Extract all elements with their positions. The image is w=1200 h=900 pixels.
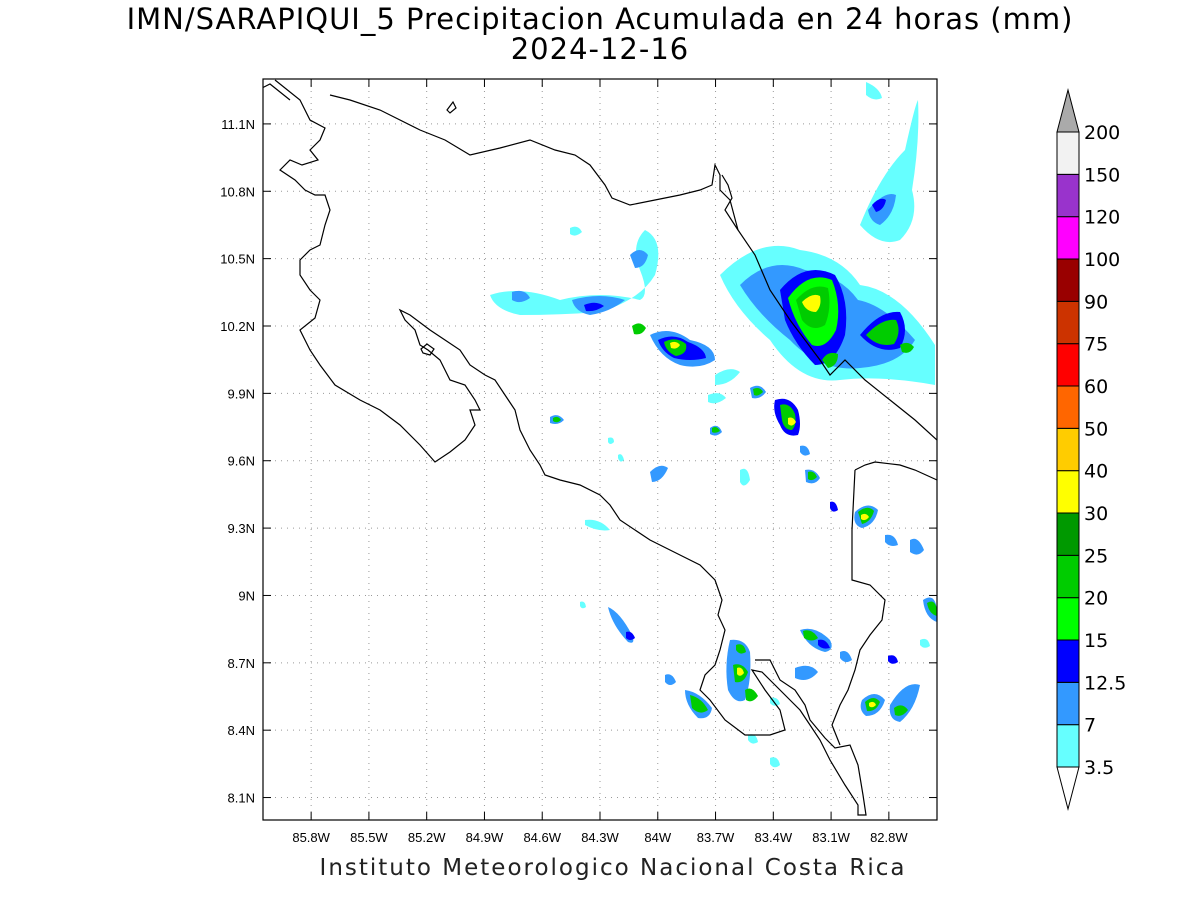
colorbar-swatch: [1056, 470, 1080, 514]
footer-credit: Instituto Meteorologico Nacional Costa R…: [319, 855, 907, 881]
lat-tick-label: 9.3N: [228, 521, 255, 536]
colorbar-label: 120: [1084, 207, 1120, 229]
panama-border: [831, 461, 937, 746]
lat-tick-label: 8.4N: [228, 723, 255, 738]
small-island: [446, 100, 457, 114]
coastlines: [263, 79, 937, 816]
colorbar: 3.5 7 12.5 15 20 25 30 40 50 60 75 90 100 120 150 200: [1056, 88, 1126, 811]
colorbar-label: 15: [1084, 630, 1108, 652]
colorbar-swatch: [1056, 427, 1080, 472]
colorbar-swatch: [1056, 173, 1080, 218]
colorbar-label: 60: [1084, 376, 1108, 398]
lat-tick-label: 8.1N: [228, 791, 255, 806]
pacific-coast: [274, 79, 867, 816]
lake-nicaragua: [263, 83, 291, 101]
colorbar-label: 12.5: [1084, 672, 1126, 694]
colorbar-upper-arrow: [1056, 88, 1080, 133]
rain-cells-middle: [550, 369, 838, 531]
lon-tick-label: 84W: [644, 830, 671, 845]
lat-tick-label: 10.2N: [220, 319, 255, 334]
lon-tick-label: 83.7W: [697, 830, 735, 845]
lon-tick-label: 82.8W: [870, 830, 908, 845]
colorbar-label: 20: [1084, 588, 1108, 610]
colorbar-lower-arrow: [1056, 766, 1080, 811]
colorbar-swatch: [1056, 300, 1080, 345]
map-gridlines: [263, 79, 937, 820]
colorbar-label: 200: [1084, 122, 1120, 144]
nicaragua-border: [721, 174, 739, 231]
colorbar-label: 3.5: [1084, 757, 1114, 779]
lon-tick-label: 85.8W: [292, 830, 330, 845]
longitude-ticks: 85.8W 85.5W 85.2W 84.9W 84.6W 84.3W 84W 83.7W 83…: [292, 79, 908, 845]
rain-cells-south: [580, 505, 937, 768]
colorbar-label: 25: [1084, 545, 1108, 567]
colorbar-swatch: [1056, 597, 1080, 641]
colorbar-label: 7: [1084, 715, 1096, 737]
colorbar-label: 150: [1084, 164, 1120, 186]
lat-tick-label: 9N: [238, 588, 255, 603]
rain-band-north: [860, 82, 919, 243]
colorbar-swatch: [1056, 724, 1080, 768]
colorbar-swatch: [1056, 343, 1080, 387]
lon-tick-label: 84.6W: [523, 830, 561, 845]
lat-tick-label: 11.1N: [221, 117, 255, 132]
lat-tick-label: 9.9N: [228, 386, 255, 401]
colorbar-label: 100: [1084, 249, 1120, 271]
gulf-island: [420, 343, 435, 356]
colorbar-swatch: [1056, 681, 1080, 726]
rain-band-central: [490, 226, 715, 367]
map-date: 2024-12-16: [510, 32, 690, 66]
colorbar-label: 50: [1084, 418, 1108, 440]
lat-tick-label: 9.6N: [228, 454, 255, 469]
lon-tick-label: 85.5W: [350, 830, 388, 845]
colorbar-swatch: [1056, 131, 1080, 175]
lon-tick-label: 84.9W: [466, 830, 504, 845]
lat-tick-label: 10.8N: [220, 184, 255, 199]
latitude-ticks: 11.1N 10.8N 10.5N 10.2N 9.9N 9.6N 9.3N 9N 8.7N 8.…: [220, 117, 937, 806]
colorbar-swatch: [1056, 512, 1080, 556]
map-title: IMN/SARAPIQUI_5 Precipitacion Acumulada …: [126, 2, 1074, 36]
lon-tick-label: 83.1W: [812, 830, 850, 845]
colorbar-label: 75: [1084, 334, 1108, 356]
colorbar-swatch: [1056, 554, 1080, 599]
caribbean-coast: [329, 94, 937, 441]
colorbar-swatch: [1056, 216, 1080, 260]
lon-tick-label: 83.4W: [755, 830, 793, 845]
colorbar-swatch: [1056, 385, 1080, 429]
colorbar-label: 40: [1084, 461, 1108, 483]
colorbar-label: 90: [1084, 291, 1108, 313]
colorbar-label: 30: [1084, 503, 1108, 525]
lon-tick-label: 85.2W: [408, 830, 446, 845]
colorbar-swatch: [1056, 258, 1080, 302]
lat-tick-label: 10.5N: [220, 252, 255, 267]
lat-tick-label: 8.7N: [228, 656, 255, 671]
rain-band-caribbean: [720, 245, 935, 385]
precipitation-field: [263, 79, 937, 816]
lon-tick-label: 84.3W: [581, 830, 619, 845]
colorbar-swatch: [1056, 639, 1080, 683]
map-frame: [262, 78, 938, 821]
